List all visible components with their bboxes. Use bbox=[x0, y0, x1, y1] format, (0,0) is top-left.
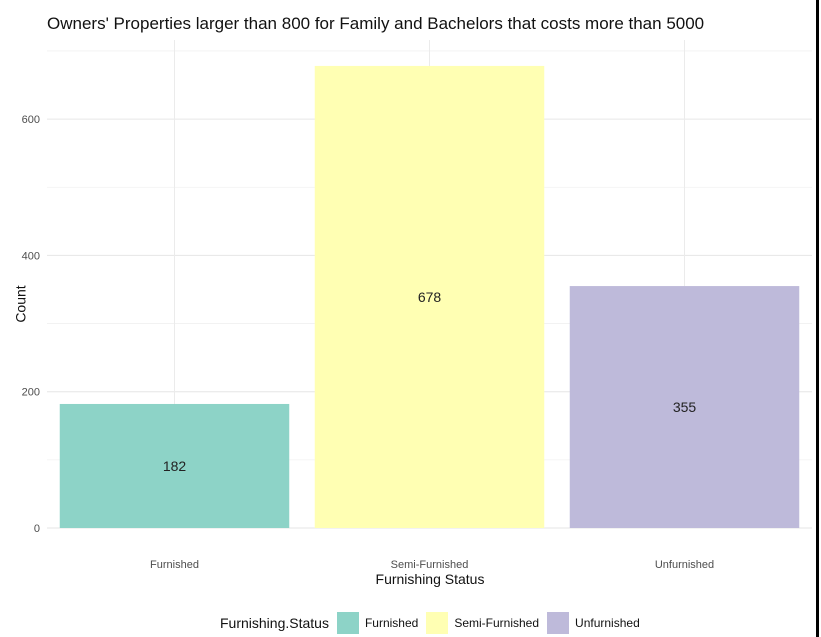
legend-swatch-unfurnished bbox=[547, 612, 570, 634]
y-tick-label: 0 bbox=[34, 523, 40, 535]
x-tick-label: Unfurnished bbox=[655, 559, 714, 571]
legend-item-furnished: Furnished bbox=[336, 612, 419, 634]
x-tick-label: Semi-Furnished bbox=[391, 559, 469, 571]
x-axis-label: Furnishing Status bbox=[375, 571, 485, 587]
legend-item-semi-furnished: Semi-Furnished bbox=[426, 612, 539, 634]
legend-swatch-furnished bbox=[336, 612, 359, 634]
legend: Furnishing.Status Furnished Semi-Furnish… bbox=[220, 612, 648, 634]
right-border bbox=[816, 0, 819, 637]
legend-swatch-semi-furnished bbox=[426, 612, 449, 634]
bar-furnished bbox=[59, 403, 290, 528]
y-tick-label: 600 bbox=[22, 114, 40, 126]
bar-unfurnished bbox=[569, 286, 800, 528]
legend-title: Furnishing.Status bbox=[220, 615, 329, 631]
x-tick-label: Furnished bbox=[150, 559, 199, 571]
bar-value-label: 182 bbox=[163, 458, 187, 474]
legend-label-semi-furnished: Semi-Furnished bbox=[454, 616, 540, 630]
y-tick-label: 400 bbox=[22, 250, 40, 262]
legend-label-unfurnished: Unfurnished bbox=[575, 616, 640, 630]
bar-value-label: 678 bbox=[418, 289, 442, 305]
chart-title: Owners' Properties larger than 800 for F… bbox=[47, 14, 705, 33]
bar-value-label: 355 bbox=[673, 399, 697, 415]
legend-item-unfurnished: Unfurnished bbox=[547, 612, 640, 634]
y-tick-label: 200 bbox=[22, 387, 40, 399]
legend-label-furnished: Furnished bbox=[364, 616, 419, 630]
bar-semi-furnished bbox=[314, 65, 545, 529]
